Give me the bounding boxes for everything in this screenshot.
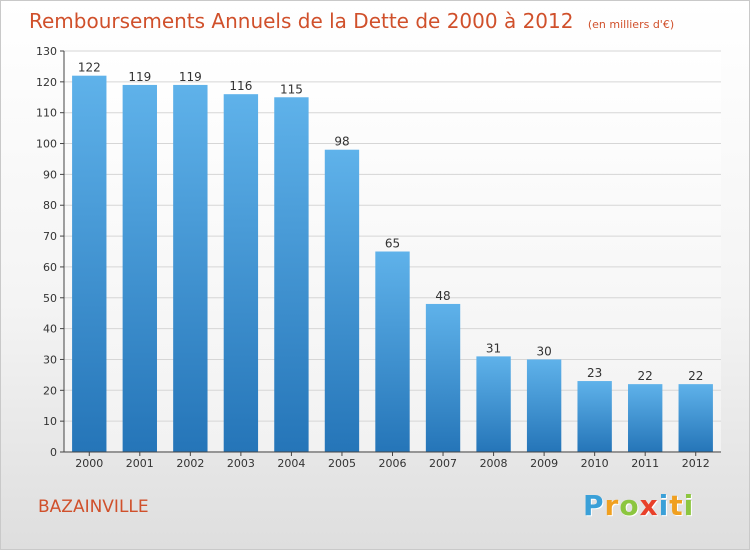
- logo-letter: x: [639, 489, 659, 522]
- y-tick-label: 130: [36, 45, 57, 58]
- proxiti-logo: Proxiti: [583, 489, 694, 522]
- x-tick-label: 2005: [328, 457, 356, 470]
- bar: [375, 251, 410, 452]
- y-tick-label: 110: [36, 107, 57, 120]
- bar: [425, 303, 461, 452]
- bar: [577, 381, 612, 452]
- bar: [526, 359, 562, 452]
- bar: [173, 84, 208, 452]
- commune-name: BAZAINVILLE: [38, 497, 149, 517]
- bar-value-label: 65: [385, 237, 400, 251]
- bar-value-label: 116: [229, 79, 252, 93]
- x-axis-ticks: 2000 2001 2002 2003 2004 2005 2006 2007 2008 2009…: [75, 452, 710, 470]
- logo-letter: i: [683, 489, 695, 522]
- bar-value-labels: 122 119 119 116 115 98 65 48 31 30 23 22 22: [78, 61, 704, 383]
- y-tick-label: 10: [43, 415, 57, 428]
- x-tick-label: 2010: [581, 457, 609, 470]
- y-tick-label: 60: [43, 261, 57, 274]
- bars: [72, 75, 713, 453]
- y-tick-label: 100: [36, 138, 57, 151]
- chart-title: Remboursements Annuels de la Dette de 20…: [29, 9, 674, 33]
- bar: [324, 149, 360, 452]
- x-tick-label: 2008: [480, 457, 508, 470]
- logo-letter: i: [658, 489, 670, 522]
- x-tick-label: 2001: [126, 457, 154, 470]
- bar-value-label: 119: [128, 70, 151, 84]
- x-tick-label: 2012: [682, 457, 710, 470]
- bar-value-label: 98: [334, 135, 349, 149]
- y-tick-label: 50: [43, 292, 57, 305]
- y-tick-label: 40: [43, 323, 57, 336]
- x-tick-label: 2003: [227, 457, 255, 470]
- bar: [628, 384, 663, 452]
- bar: [274, 97, 309, 453]
- y-tick-label: 120: [36, 76, 57, 89]
- x-tick-label: 2002: [176, 457, 204, 470]
- logo-letter: t: [669, 489, 684, 522]
- y-tick-label: 0: [50, 446, 57, 459]
- y-tick-label: 90: [43, 168, 57, 181]
- bar-value-label: 31: [486, 341, 501, 355]
- bar-value-label: 115: [280, 82, 303, 96]
- bar: [223, 94, 259, 452]
- y-tick-label: 20: [43, 384, 57, 397]
- bar-value-label: 22: [688, 369, 703, 383]
- bar-value-label: 119: [179, 70, 202, 84]
- y-axis-ticks: 0 10 20 30 40 50 60 70 80 90 100 110 120 130: [36, 45, 64, 459]
- logo-letter: P: [583, 489, 605, 522]
- bar-value-label: 23: [587, 366, 602, 380]
- chart-title-text: Remboursements Annuels de la Dette de 20…: [29, 9, 574, 33]
- x-tick-label: 2004: [277, 457, 305, 470]
- bar-value-label: 48: [435, 289, 450, 303]
- bar: [122, 84, 157, 452]
- logo-letter: r: [604, 489, 620, 522]
- x-tick-label: 2000: [75, 457, 103, 470]
- chart-unit: (en milliers d'€): [587, 18, 675, 31]
- x-tick-label: 2007: [429, 457, 457, 470]
- bar: [476, 356, 511, 452]
- bar: [72, 75, 107, 452]
- bar-value-label: 122: [78, 61, 101, 75]
- bar: [678, 384, 713, 452]
- bar-value-label: 30: [536, 344, 551, 358]
- x-tick-label: 2009: [530, 457, 558, 470]
- y-tick-label: 70: [43, 230, 57, 243]
- logo-letter: o: [619, 489, 640, 522]
- bar-value-label: 22: [638, 369, 653, 383]
- x-tick-label: 2006: [379, 457, 407, 470]
- x-tick-label: 2011: [631, 457, 659, 470]
- y-tick-label: 80: [43, 199, 57, 212]
- y-tick-label: 30: [43, 353, 57, 366]
